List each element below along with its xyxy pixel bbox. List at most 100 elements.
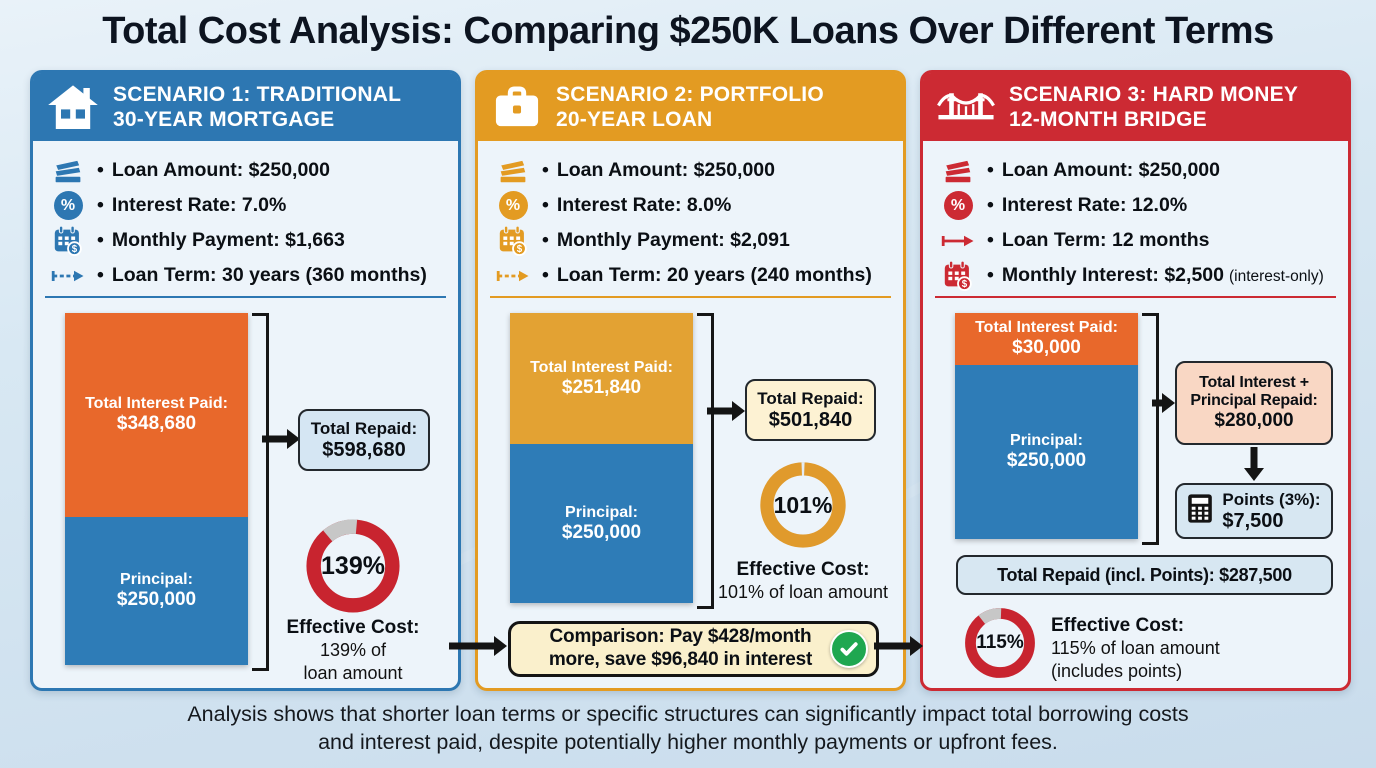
bullet-text: Loan Amount: $250,000 [556, 159, 775, 181]
svg-text:$: $ [517, 244, 523, 255]
money-stack-icon [939, 158, 977, 184]
arrow-to-points [1241, 447, 1267, 481]
bullet-text: Loan Amount: $250,000 [1001, 159, 1220, 181]
bullet-dot: • [987, 194, 994, 216]
scenario-1-header: SCENARIO 1: TRADITIONAL 30-YEAR MORTGAGE [33, 73, 458, 141]
bullet-text: Interest Rate: 7.0% [111, 194, 287, 216]
scenario-3-title-line2: 12-MONTH BRIDGE [1009, 108, 1207, 131]
bullet-loan-amount: • Loan Amount: $250,000 [939, 153, 1338, 188]
interest-plus-principal-box: Total Interest + Principal Repaid: $280,… [1175, 361, 1333, 445]
donut-percentage: 139% [321, 551, 385, 580]
scenario-3-title: SCENARIO 3: HARD MONEY 12-MONTH BRIDGE [1009, 82, 1298, 132]
checkmark-icon [830, 630, 868, 668]
donut-percentage: 115% [976, 632, 1024, 653]
principal-label: Principal: [565, 503, 638, 521]
calendar-dollar-icon: $ [494, 225, 532, 256]
percent-icon: % [939, 191, 977, 220]
principal-bar-segment: Principal: $250,000 [955, 365, 1138, 539]
money-stack-icon [49, 158, 87, 184]
scenario-1-stacked-bar: Total Interest Paid: $348,680 Principal:… [65, 313, 248, 665]
effective-cost-text: Effective Cost: 101% of loan amount [717, 559, 889, 602]
effective-cost-text: Effective Cost: 115% of loan amount (inc… [1051, 615, 1220, 682]
bar-total-bracket [697, 313, 714, 609]
interest-label: Total Interest Paid: [975, 319, 1118, 336]
calendar-dollar-icon: $ [49, 225, 87, 256]
bullet-loan-term: • Loan Term: 20 years (240 months) [494, 258, 893, 293]
arrow-to-total-repaid [262, 426, 300, 452]
effective-cost-donut: 115% [964, 607, 1036, 679]
bullet-dot: • [97, 264, 104, 286]
scenario-1-details: • Loan Amount: $250,000 % • Interest Rate:… [49, 153, 448, 293]
bullet-text: Monthly Payment: $1,663 [111, 229, 345, 251]
bullet-dot: • [542, 229, 549, 251]
points-label: Points (3%): [1222, 489, 1321, 509]
points-value: $7,500 [1222, 509, 1284, 532]
scenario-3-panel: SCENARIO 3: HARD MONEY 12-MONTH BRIDGE •… [920, 70, 1351, 691]
arrow-scenario1-to-comparison [449, 633, 507, 659]
effective-cost-text: Effective Cost: 139% of loan amount [286, 617, 420, 684]
bullet-text: Interest Rate: 12.0% [1001, 194, 1188, 216]
principal-value: $250,000 [1006, 450, 1087, 471]
bullet-loan-term: • Loan Term: 30 years (360 months) [49, 258, 448, 293]
money-stack-icon [494, 158, 532, 184]
bullet-text: Monthly Payment: $2,091 [556, 229, 790, 251]
loan-term-arrow-icon [939, 234, 977, 248]
calculator-icon [1187, 493, 1213, 529]
briefcase-icon [492, 84, 542, 130]
total-repaid-box: Total Repaid: $598,680 [298, 409, 430, 471]
bullet-text: Loan Amount: $250,000 [111, 159, 330, 181]
scenario-2-stacked-bar: Total Interest Paid: $251,840 Principal:… [510, 313, 693, 603]
interest-value: $348,680 [116, 413, 197, 434]
bar-total-bracket [1142, 313, 1159, 545]
interest-label: Total Interest Paid: [85, 395, 228, 412]
page-title: Total Cost Analysis: Comparing $250K Loa… [102, 10, 1274, 52]
interest-bar-segment: Total Interest Paid: $251,840 [510, 313, 693, 444]
bullet-interest-rate: % • Interest Rate: 12.0% [939, 188, 1338, 223]
principal-bar-segment: Principal: $250,000 [510, 444, 693, 603]
bullet-monthly-interest: $ • Monthly Interest: $2,500 (interest-onl… [939, 258, 1338, 293]
principal-label: Principal: [1010, 432, 1083, 449]
bullet-suffix: (interest-only) [1228, 268, 1324, 285]
bar-total-bracket [252, 313, 269, 671]
interest-label: Total Interest Paid: [530, 358, 673, 376]
bullet-dot: • [987, 159, 994, 181]
interest-value: $251,840 [561, 376, 642, 398]
arrow-comparison-to-scenario3 [874, 633, 923, 659]
bullet-text: Interest Rate: 8.0% [556, 194, 732, 216]
bullet-dot: • [542, 194, 549, 216]
bullet-interest-rate: % • Interest Rate: 7.0% [49, 188, 448, 223]
scenario-2-panel: SCENARIO 2: PORTFOLIO 20-YEAR LOAN • Loan… [475, 70, 906, 691]
section-divider [935, 296, 1336, 298]
bullet-interest-rate: % • Interest Rate: 8.0% [494, 188, 893, 223]
scenario-2-details: • Loan Amount: $250,000 % • Interest Rate:… [494, 153, 893, 293]
scenario-3-stacked-bar: Total Interest Paid: $30,000 Principal: … [955, 313, 1138, 539]
scenario-1-title: SCENARIO 1: TRADITIONAL 30-YEAR MORTGAGE [113, 82, 401, 132]
scenario-3-title-line1: SCENARIO 3: HARD MONEY [1009, 82, 1299, 106]
bullet-text: Loan Term: 12 months [1001, 229, 1210, 251]
calendar-dollar-icon: $ [939, 260, 977, 291]
bullet-monthly-payment: $ • Monthly Payment: $2,091 [494, 223, 893, 258]
loan-term-arrow-icon [49, 269, 87, 283]
effective-cost-donut: 139% [305, 518, 401, 614]
scenario-1-title-line1: SCENARIO 1: TRADITIONAL [113, 82, 402, 106]
bullet-dot: • [987, 264, 994, 286]
percent-icon: % [494, 191, 532, 220]
interest-value: $30,000 [1012, 337, 1081, 358]
svg-text:$: $ [962, 279, 968, 290]
bullet-loan-amount: • Loan Amount: $250,000 [494, 153, 893, 188]
interest-bar-segment: Total Interest Paid: $348,680 [65, 313, 248, 517]
section-divider [45, 296, 446, 298]
principal-label: Principal: [120, 571, 193, 588]
arrow-to-total-repaid [707, 398, 745, 424]
total-repaid-value: $501,840 [768, 408, 853, 431]
bullet-dot: • [542, 159, 549, 181]
percent-icon: % [49, 191, 87, 220]
bullet-text: Loan Term: 20 years (240 months) [556, 264, 872, 286]
house-icon [47, 83, 99, 131]
principal-value: $250,000 [561, 521, 642, 543]
bullet-dot: • [542, 264, 549, 286]
scenario-1-title-line2: 30-YEAR MORTGAGE [113, 108, 335, 131]
scenario-2-header: SCENARIO 2: PORTFOLIO 20-YEAR LOAN [478, 73, 903, 141]
bullet-text: Loan Term: 30 years (360 months) [111, 264, 427, 286]
